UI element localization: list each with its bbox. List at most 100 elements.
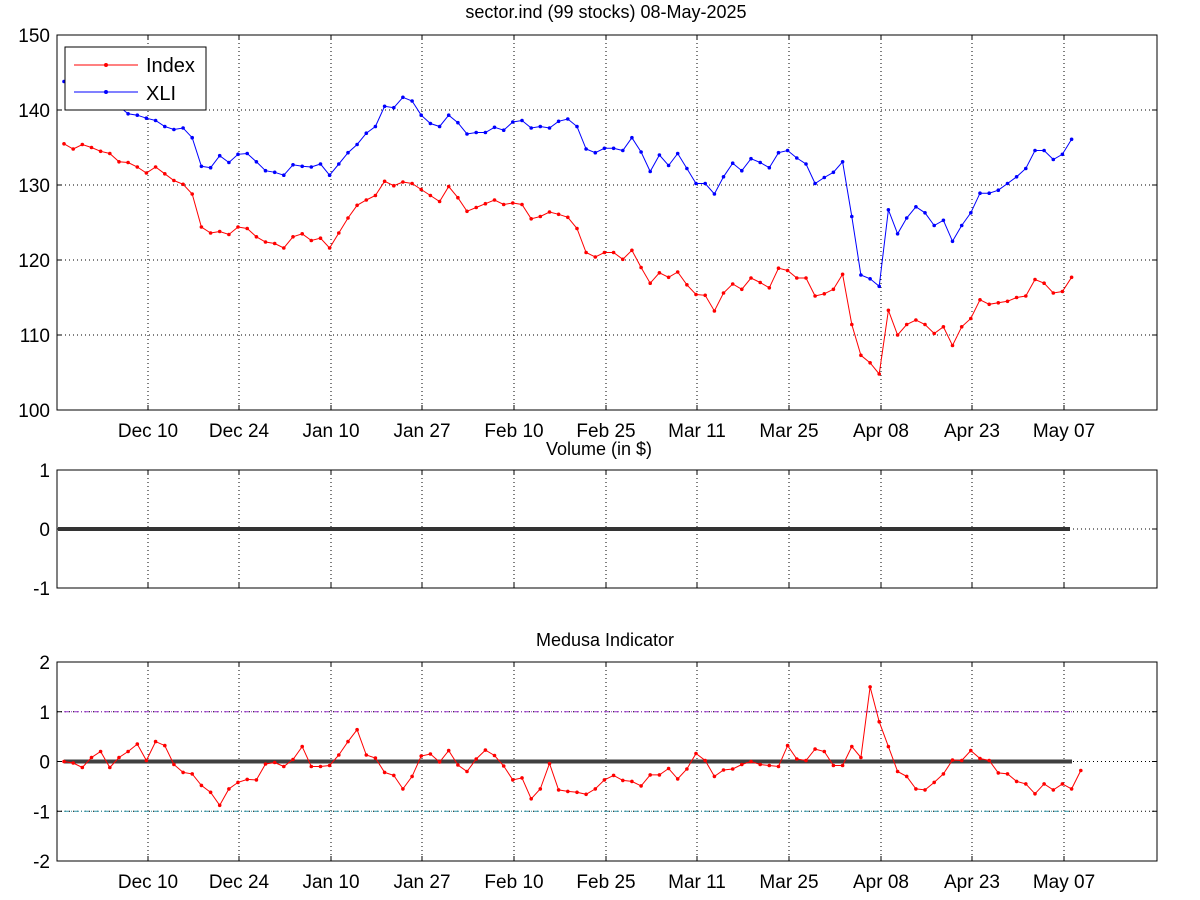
price-panel: sector.ind (99 stocks) 08-May-2025 100 11… bbox=[18, 2, 1158, 442]
xli-data-point bbox=[300, 164, 305, 169]
index-data-point bbox=[895, 333, 900, 337]
x-tick-label: Feb 25 bbox=[576, 421, 635, 442]
index-data-point bbox=[666, 275, 671, 280]
medusa-data-point bbox=[923, 788, 927, 792]
y-tick-label: 1 bbox=[39, 461, 50, 482]
index-data-point bbox=[694, 292, 698, 297]
index-data-point bbox=[813, 294, 817, 298]
medusa-data-point bbox=[501, 764, 506, 768]
xli-data-point bbox=[392, 105, 396, 110]
medusa-data-point bbox=[978, 756, 982, 761]
xli-data-point bbox=[135, 113, 140, 117]
xli-data-point bbox=[364, 131, 369, 135]
index-data-point bbox=[382, 179, 387, 184]
y-tick-label: 130 bbox=[18, 176, 50, 197]
xli-data-point bbox=[437, 124, 442, 129]
medusa-data-point bbox=[520, 776, 524, 780]
index-data-point bbox=[529, 217, 533, 221]
xli-data-point bbox=[822, 175, 827, 180]
index-data-point bbox=[758, 280, 762, 285]
xli-data-point bbox=[611, 146, 616, 151]
x-tick-label: Dec 10 bbox=[118, 872, 178, 893]
medusa-data-point bbox=[300, 744, 305, 749]
x-tick-label: Feb 10 bbox=[484, 872, 543, 893]
medusa-data-point bbox=[795, 757, 799, 761]
xli-data-point bbox=[327, 173, 332, 177]
xli-data-point bbox=[657, 153, 662, 157]
medusa-data-point bbox=[584, 792, 588, 797]
index-data-point bbox=[392, 183, 396, 188]
medusa-data-point bbox=[767, 763, 772, 768]
xli-data-point bbox=[272, 170, 277, 175]
medusa-data-point bbox=[904, 774, 909, 779]
index-data-point bbox=[621, 257, 625, 262]
y-tick-label: 100 bbox=[18, 401, 50, 422]
medusa-data-point bbox=[996, 771, 1001, 775]
index-data-point bbox=[950, 343, 955, 348]
index-data-point bbox=[153, 165, 158, 169]
x-tick-label: Apr 08 bbox=[853, 872, 909, 893]
medusa-data-point bbox=[1024, 782, 1028, 786]
xli-data-point bbox=[694, 181, 698, 186]
medusa-data-point bbox=[566, 789, 570, 794]
xli-data-point bbox=[1069, 137, 1074, 142]
medusa-data-point bbox=[217, 803, 222, 808]
medusa-data-point bbox=[959, 758, 964, 763]
index-data-point bbox=[135, 165, 140, 169]
x-tick-label: Jan 10 bbox=[302, 872, 359, 893]
xli-data-point bbox=[199, 164, 204, 169]
medusa-data-point bbox=[446, 748, 451, 753]
index-data-point bbox=[1024, 294, 1028, 298]
index-data-point bbox=[1042, 281, 1046, 286]
index-data-point bbox=[556, 212, 561, 217]
xli-data-point bbox=[318, 162, 323, 166]
medusa-data-point bbox=[529, 797, 533, 801]
index-data-point bbox=[163, 172, 167, 176]
index-data-point bbox=[886, 308, 891, 313]
medusa-data-point bbox=[749, 759, 753, 764]
volume-panel: Volume (in $) -1 0 1 bbox=[33, 439, 1158, 600]
xli-data-point bbox=[465, 132, 469, 136]
xli-data-point bbox=[639, 150, 643, 154]
index-data-point bbox=[904, 322, 909, 327]
xli-data-point bbox=[428, 121, 433, 126]
x-tick-label: Mar 11 bbox=[668, 421, 726, 442]
xli-data-point bbox=[126, 112, 130, 116]
index-data-point bbox=[776, 266, 781, 271]
xli-data-point bbox=[254, 160, 259, 164]
index-data-point bbox=[822, 292, 827, 296]
medusa-data-point bbox=[364, 753, 369, 757]
xli-data-point bbox=[850, 214, 854, 219]
x-tick-label: May 07 bbox=[1033, 421, 1095, 442]
medusa-data-point bbox=[556, 788, 561, 792]
xli-data-point bbox=[804, 162, 808, 166]
medusa-data-point bbox=[263, 762, 268, 766]
xli-data-point bbox=[602, 146, 607, 151]
index-data-point bbox=[611, 250, 616, 255]
xli-data-point bbox=[941, 218, 946, 223]
medusa-y-ticks: -2 -1 0 1 2 bbox=[33, 653, 50, 873]
xli-data-point bbox=[730, 161, 735, 165]
xli-data-point bbox=[584, 147, 588, 151]
index-data-point bbox=[914, 318, 918, 322]
index-data-point bbox=[318, 236, 323, 240]
index-data-point bbox=[978, 298, 982, 302]
xli-data-point bbox=[337, 162, 341, 166]
xli-data-point bbox=[346, 150, 350, 155]
medusa-data-point bbox=[1033, 792, 1037, 796]
xli-data-point bbox=[474, 130, 479, 135]
index-data-point bbox=[437, 199, 442, 204]
medusa-data-point bbox=[163, 743, 167, 748]
price-y-ticks: 100 110 120 130 140 150 bbox=[18, 26, 50, 422]
index-data-point bbox=[831, 287, 836, 292]
x-tick-label: Dec 24 bbox=[209, 872, 270, 893]
xli-data-point bbox=[831, 170, 836, 175]
xli-data-point bbox=[712, 192, 717, 196]
xli-data-point bbox=[1024, 166, 1028, 171]
xli-data-point bbox=[547, 126, 552, 130]
medusa-data-point bbox=[886, 744, 891, 749]
xli-data-point bbox=[904, 216, 909, 220]
index-data-point bbox=[126, 160, 130, 165]
medusa-series bbox=[62, 685, 1083, 808]
index-data-point bbox=[767, 286, 772, 290]
